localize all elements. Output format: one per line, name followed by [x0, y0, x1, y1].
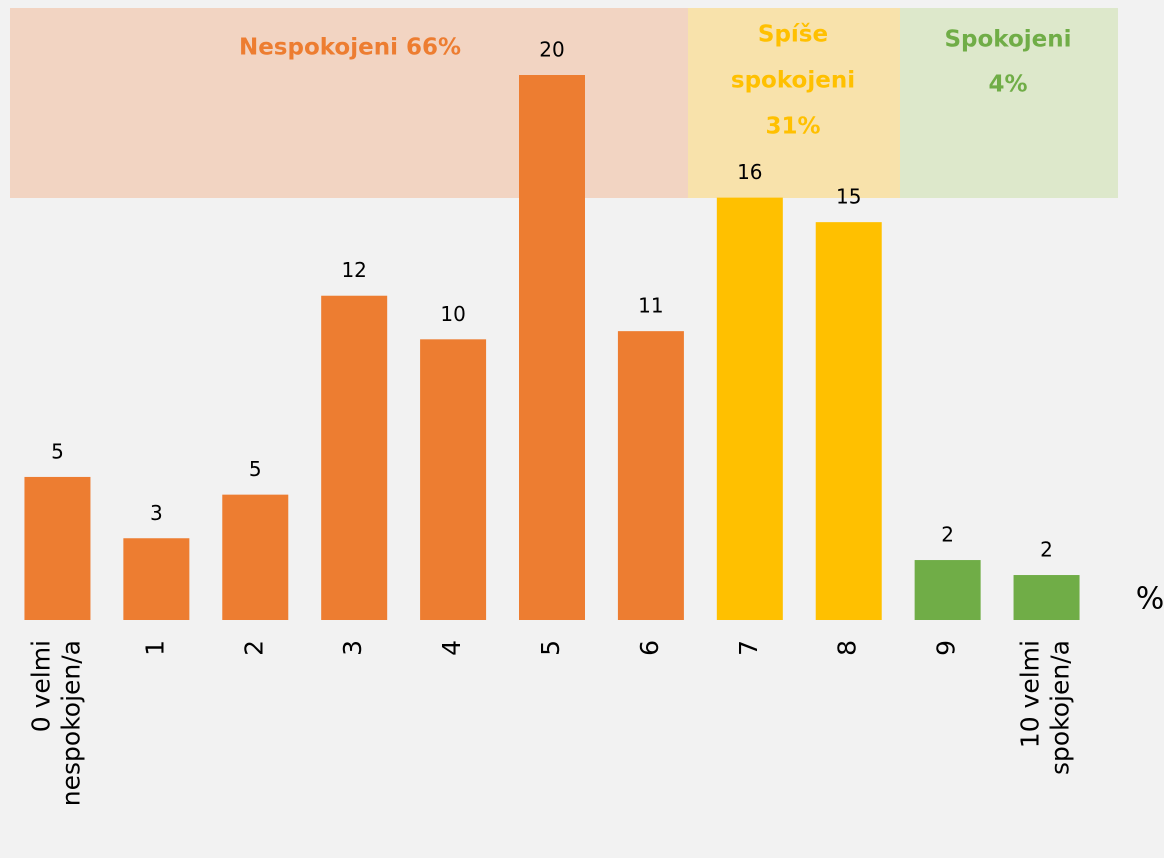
data-label: 2	[941, 523, 954, 547]
x-tick-label: 1	[140, 640, 169, 656]
x-tick-label: 0 velmi	[26, 640, 55, 732]
x-tick-label: 6	[635, 640, 664, 656]
bar	[716, 197, 783, 620]
data-label: 12	[341, 258, 366, 282]
x-tick-label: 9	[932, 640, 961, 656]
bar	[1013, 575, 1080, 620]
x-tick-label: 2	[239, 640, 268, 656]
bar	[519, 75, 585, 620]
group-label: spokojeni	[731, 68, 855, 94]
data-label: 11	[638, 294, 663, 318]
x-tick-label: 7	[734, 640, 763, 656]
group-label: Spíše	[758, 22, 828, 48]
group-band	[900, 8, 1118, 198]
bar	[222, 494, 289, 620]
group-label: Nespokojeni 66%	[239, 35, 461, 61]
data-label: 2	[1040, 538, 1053, 562]
bar	[321, 295, 388, 620]
bar	[24, 476, 91, 620]
group-label: 4%	[988, 72, 1027, 98]
bar	[420, 339, 487, 620]
data-label: 10	[440, 302, 465, 326]
bar	[914, 560, 981, 620]
unit-label: %	[1136, 582, 1164, 617]
bar	[123, 538, 190, 620]
group-band	[688, 8, 900, 198]
bar	[617, 331, 684, 620]
group-label: 31%	[765, 114, 820, 140]
bar	[815, 222, 882, 620]
x-tick-label: spokojen/a	[1046, 640, 1075, 775]
x-tick-label: nespokojen/a	[56, 640, 85, 806]
data-label: 3	[150, 501, 163, 525]
x-tick-label: 5	[536, 640, 565, 656]
data-label: 5	[249, 457, 262, 481]
x-tick-label: 8	[833, 640, 862, 656]
x-tick-label: 10 velmi	[1016, 640, 1045, 748]
data-label: 16	[737, 160, 762, 184]
x-tick-label: 4	[437, 640, 466, 656]
data-label: 20	[539, 38, 564, 62]
x-tick-label: 3	[338, 640, 367, 656]
group-label: Spokojeni	[944, 27, 1071, 53]
data-label: 5	[51, 439, 64, 463]
data-label: 15	[836, 185, 861, 209]
